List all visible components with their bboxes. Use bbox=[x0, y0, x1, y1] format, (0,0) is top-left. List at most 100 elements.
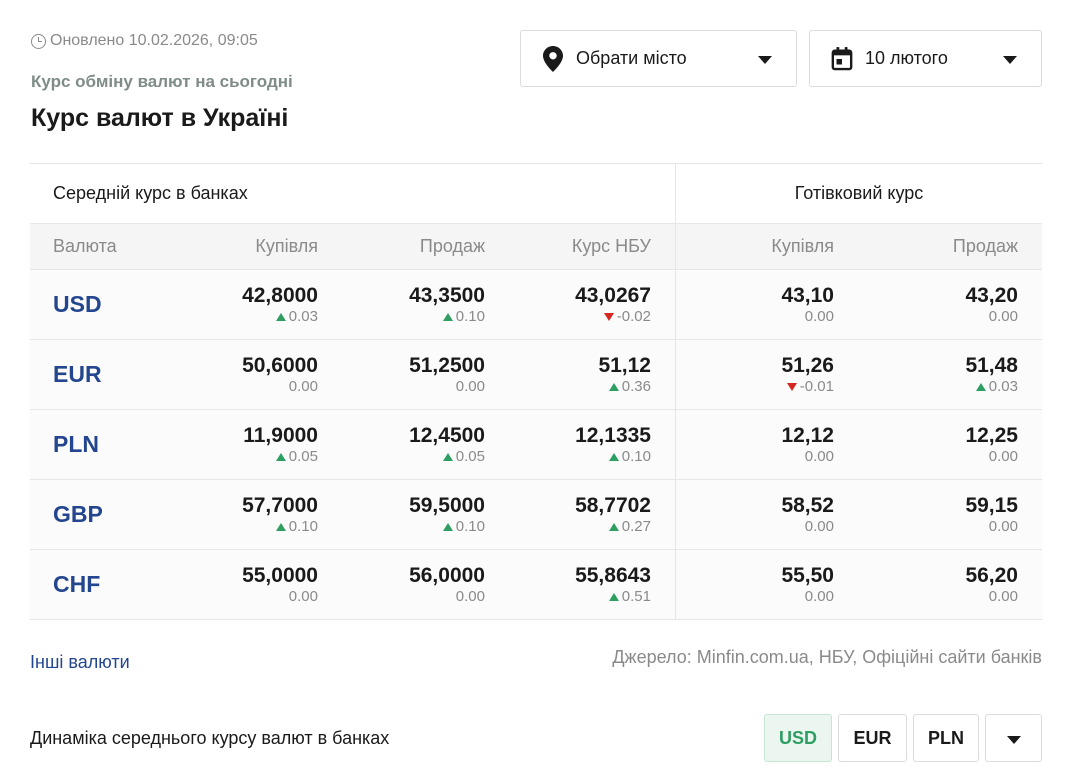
currency-cell: PLN bbox=[30, 410, 150, 479]
triangle-down-icon bbox=[786, 382, 797, 391]
sell-cell: 51,2500 0.00 bbox=[318, 340, 485, 409]
cash-buy-value: 51,26 bbox=[781, 353, 834, 377]
sell-value: 59,5000 bbox=[409, 493, 485, 517]
currency-button-pln[interactable]: PLN bbox=[913, 714, 979, 762]
other-currencies-link[interactable]: Інші валюти bbox=[30, 652, 130, 672]
sell-change-value: 0.10 bbox=[455, 307, 485, 325]
cash-buy-change: -0.01 bbox=[786, 378, 834, 396]
rates-table: Середній курс в банках Готівковий курс В… bbox=[30, 163, 1042, 620]
currency-code[interactable]: CHF bbox=[53, 571, 101, 597]
buy-cell: 57,7000 0.10 bbox=[150, 480, 318, 549]
sell-change-value: 0.10 bbox=[455, 517, 485, 535]
nbu-value: 51,12 bbox=[598, 353, 651, 377]
column-separator bbox=[652, 550, 676, 619]
buy-change-value: 0.10 bbox=[288, 517, 318, 535]
chevron-down-icon bbox=[758, 56, 772, 64]
cash-buy-change: 0.00 bbox=[805, 308, 834, 326]
buy-change: 0.05 bbox=[275, 448, 318, 466]
cash-sell-change: 0.03 bbox=[975, 377, 1018, 396]
cash-sell-change-value: 0.00 bbox=[988, 587, 1018, 605]
dynamics-label: Динаміка середнього курсу валют в банках bbox=[30, 728, 390, 748]
nbu-change-value: 0.27 bbox=[621, 517, 651, 535]
currency-cell: GBP bbox=[30, 480, 150, 549]
cash-sell-cell: 12,25 0.00 bbox=[834, 410, 1041, 479]
nbu-value: 58,7702 bbox=[575, 493, 651, 517]
buy-change-value: 0.00 bbox=[288, 377, 318, 395]
more-currencies-button[interactable] bbox=[985, 714, 1042, 762]
sell-cell: 59,5000 0.10 bbox=[318, 480, 485, 549]
cash-sell-change-value: 0.00 bbox=[988, 517, 1018, 535]
buy-cell: 50,6000 0.00 bbox=[150, 340, 318, 409]
column-separator bbox=[652, 224, 676, 269]
cash-buy-cell: 55,50 0.00 bbox=[676, 550, 834, 619]
cash-sell-change: 0.00 bbox=[989, 308, 1018, 326]
page-subtitle: Курс обміну валют на сьогодні bbox=[31, 72, 293, 91]
currency-cell: CHF bbox=[30, 550, 150, 619]
column-separator bbox=[652, 480, 676, 549]
currency-code[interactable]: EUR bbox=[53, 361, 102, 387]
nbu-change: 0.51 bbox=[608, 588, 651, 606]
nbu-change-value: 0.36 bbox=[621, 377, 651, 395]
currency-code[interactable]: PLN bbox=[53, 431, 99, 457]
buy-change-value: 0.00 bbox=[288, 587, 318, 605]
currency-button-usd[interactable]: USD bbox=[764, 714, 832, 762]
cash-sell-value: 12,25 bbox=[965, 423, 1018, 447]
buy-value: 55,0000 bbox=[242, 563, 318, 587]
date-select[interactable]: 10 лютого bbox=[809, 30, 1042, 87]
nbu-cell: 55,8643 0.51 bbox=[485, 550, 652, 619]
cash-sell-change: 0.00 bbox=[989, 588, 1018, 606]
buy-change: 0.00 bbox=[289, 588, 318, 606]
nbu-cell: 58,7702 0.27 bbox=[485, 480, 652, 549]
sell-cell: 12,4500 0.05 bbox=[318, 410, 485, 479]
cash-buy-change-value: 0.00 bbox=[804, 307, 834, 325]
table-body: USD 42,8000 0.03 43,3500 0.10 43,0267 -0.02 43,… bbox=[30, 270, 1042, 620]
currency-button-eur[interactable]: EUR bbox=[838, 714, 907, 762]
nbu-change: -0.02 bbox=[603, 307, 651, 326]
triangle-up-icon bbox=[275, 312, 286, 321]
city-select-label: Обрати місто bbox=[576, 48, 687, 68]
cash-buy-change: 0.00 bbox=[805, 518, 834, 536]
cash-buy-cell: 43,10 0.00 bbox=[676, 270, 834, 339]
currency-code[interactable]: GBP bbox=[53, 501, 103, 527]
triangle-up-icon bbox=[442, 522, 453, 531]
buy-cell: 55,0000 0.00 bbox=[150, 550, 318, 619]
table-row: USD 42,8000 0.03 43,3500 0.10 43,0267 -0.02 43,… bbox=[30, 270, 1042, 340]
nbu-change-value: -0.02 bbox=[616, 307, 651, 325]
buy-cell: 42,8000 0.03 bbox=[150, 270, 318, 339]
triangle-up-icon bbox=[275, 522, 286, 531]
cash-buy-value: 55,50 bbox=[781, 563, 834, 587]
currency-code[interactable]: USD bbox=[53, 291, 102, 317]
cash-buy-cell: 58,52 0.00 bbox=[676, 480, 834, 549]
nbu-change-value: 0.10 bbox=[621, 447, 651, 465]
column-header-cash-buy: Купівля bbox=[771, 236, 834, 256]
city-select[interactable]: Обрати місто bbox=[520, 30, 797, 87]
cash-buy-change-value: 0.00 bbox=[804, 587, 834, 605]
group-header-row: Середній курс в банках Готівковий курс bbox=[30, 164, 1042, 224]
source-note: Джерело: Minfin.com.ua, НБУ, Офіційні са… bbox=[612, 647, 1042, 667]
sell-change: 0.05 bbox=[442, 448, 485, 466]
cash-buy-value: 43,10 bbox=[781, 283, 834, 307]
nbu-change: 0.10 bbox=[608, 447, 651, 466]
sell-change-value: 0.00 bbox=[455, 587, 485, 605]
column-header-cash-sell: Продаж bbox=[952, 236, 1018, 256]
sell-value: 12,4500 bbox=[409, 423, 485, 447]
nbu-value: 55,8643 bbox=[575, 563, 651, 587]
table-row: PLN 11,9000 0.05 12,4500 0.05 12,1335 0.10 12,1… bbox=[30, 410, 1042, 480]
cash-sell-cell: 43,20 0.00 bbox=[834, 270, 1041, 339]
triangle-up-icon bbox=[442, 312, 453, 321]
triangle-up-icon bbox=[608, 452, 619, 461]
buy-value: 50,6000 bbox=[242, 353, 318, 377]
buy-value: 11,9000 bbox=[243, 423, 318, 447]
chevron-down-icon bbox=[1006, 736, 1021, 744]
buy-change: 0.10 bbox=[275, 517, 318, 536]
location-pin-icon bbox=[542, 44, 564, 74]
cash-sell-value: 51,48 bbox=[965, 353, 1018, 377]
cash-buy-cell: 12,12 0.00 bbox=[676, 410, 834, 479]
column-separator bbox=[652, 340, 676, 409]
nbu-cell: 43,0267 -0.02 bbox=[485, 270, 652, 339]
table-row: CHF 55,0000 0.00 56,0000 0.00 55,8643 0.51 55,5… bbox=[30, 550, 1042, 620]
cash-sell-change-value: 0.03 bbox=[988, 377, 1018, 395]
updated-text: Оновлено 10.02.2026, 09:05 bbox=[50, 32, 258, 49]
cash-sell-change-value: 0.00 bbox=[988, 307, 1018, 325]
cash-buy-change: 0.00 bbox=[805, 448, 834, 466]
